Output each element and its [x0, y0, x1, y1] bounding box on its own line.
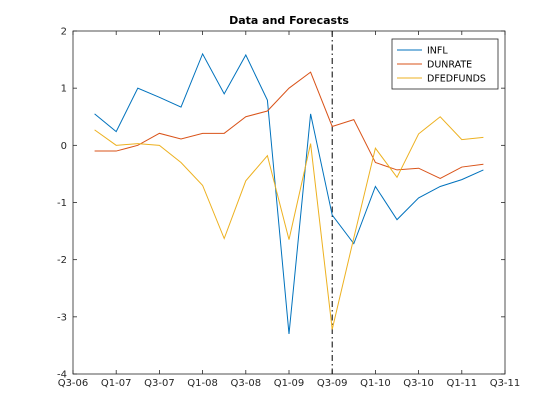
x-tick-label: Q1-10 — [360, 378, 391, 389]
y-tick-label: -2 — [57, 255, 67, 266]
x-tick-label: Q1-11 — [447, 378, 478, 389]
y-tick-label: -4 — [57, 370, 67, 381]
y-tick-label: 1 — [61, 84, 67, 95]
y-tick-label: -1 — [57, 198, 67, 209]
legend-label-dfedfunds: DFEDFUNDS — [427, 74, 486, 85]
series-line-dfedfunds — [94, 116, 484, 330]
y-tick-label: -3 — [57, 312, 67, 323]
legend: INFL DUNRATE DFEDFUNDS — [391, 38, 499, 90]
x-tick-label: Q3-06 — [58, 378, 89, 389]
x-tick-label: Q3-08 — [231, 378, 262, 389]
x-tick-label: Q3-10 — [403, 378, 434, 389]
x-tick-label: Q1-09 — [274, 378, 305, 389]
plot-area: -4 -3 -2 -1 0 1 2 Q3-06 Q1-07 Q3-07 Q1-08 Q3-08 Q1-0… — [57, 27, 520, 390]
x-tick-label: Q3-09 — [317, 378, 348, 389]
x-tick-label: Q3-11 — [490, 378, 521, 389]
y-tick-label: 2 — [61, 27, 67, 38]
x-tick-label: Q3-07 — [144, 378, 175, 389]
series-line-dunrate — [94, 71, 484, 180]
y-tick-label: 0 — [61, 141, 67, 152]
legend-label-infl: INFL — [427, 46, 448, 57]
x-tick-label: Q1-08 — [187, 378, 218, 389]
chart-title: Data and Forecasts — [229, 14, 349, 27]
legend-label-dunrate: DUNRATE — [427, 60, 472, 71]
x-tick-label: Q1-07 — [101, 378, 132, 389]
series-line-infl — [94, 52, 484, 335]
